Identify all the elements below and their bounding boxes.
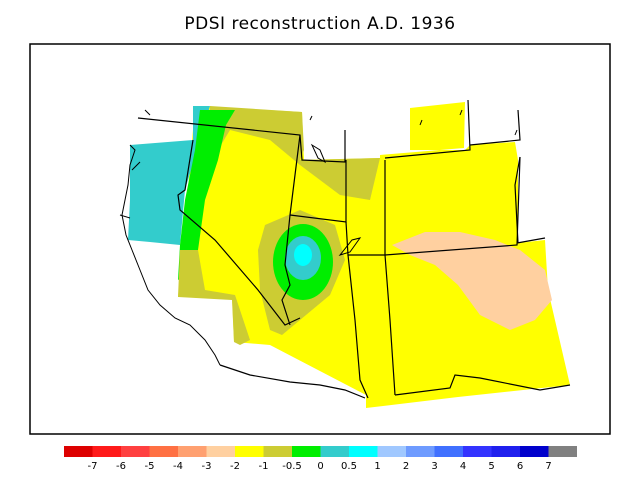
colorbar-swatch — [149, 446, 178, 457]
colorbar-label: -6 — [116, 461, 126, 472]
coastline — [119, 109, 518, 366]
colorbar-label: 4 — [460, 461, 466, 472]
colorbar-swatch — [292, 446, 321, 457]
colorbar-swatch — [206, 446, 235, 457]
colorbar-swatch — [121, 446, 150, 457]
colorbar-swatch — [491, 446, 520, 457]
colorbar-swatch — [178, 446, 207, 457]
colorbar-label: 7 — [545, 461, 551, 472]
colorbar-label: -4 — [173, 461, 183, 472]
colorbar-swatch — [92, 446, 121, 457]
colorbar-swatch — [263, 446, 292, 457]
colorbar-label: -7 — [88, 461, 98, 472]
colorbar-swatch — [320, 446, 349, 457]
colorbar-label: 3 — [431, 461, 437, 472]
colorbar-swatch — [64, 446, 93, 457]
region-olive-coast — [178, 250, 250, 345]
colorbar-label: -0.5 — [282, 461, 302, 472]
colorbar-label: -2 — [230, 461, 240, 472]
colorbar-swatch — [434, 446, 463, 457]
colorbar-swatch — [349, 446, 378, 457]
colorbar-swatch — [235, 446, 264, 457]
region-teal-northwest — [128, 106, 210, 245]
region-peach-east — [392, 232, 552, 330]
colorbar-swatch — [520, 446, 549, 457]
state-borders — [137, 99, 571, 399]
colorbar-label: -1 — [259, 461, 269, 472]
colorbar-label: 5 — [488, 461, 494, 472]
colorbar-label: -3 — [202, 461, 212, 472]
colorbar-label: 2 — [403, 461, 409, 472]
colorbar-label: 1 — [374, 461, 380, 472]
colorbar-swatch — [463, 446, 492, 457]
colorbar-swatch — [406, 446, 435, 457]
region-cyan-center — [294, 244, 312, 266]
region-green-band — [178, 110, 235, 280]
colorbar-label: -5 — [145, 461, 155, 472]
colorbar-swatch — [548, 446, 577, 457]
colorbar-label: 0.5 — [341, 461, 357, 472]
colorbar-label: 6 — [517, 461, 523, 472]
colorbar: -7 -6 -5 -4 -3 -2 -1 -0.5 0 0.5 1 2 3 4 5 6 7 — [64, 446, 577, 472]
colorbar-label: 0 — [317, 461, 323, 472]
map-title: PDSI reconstruction A.D. 1936 — [184, 14, 456, 34]
colorbar-swatch — [377, 446, 406, 457]
